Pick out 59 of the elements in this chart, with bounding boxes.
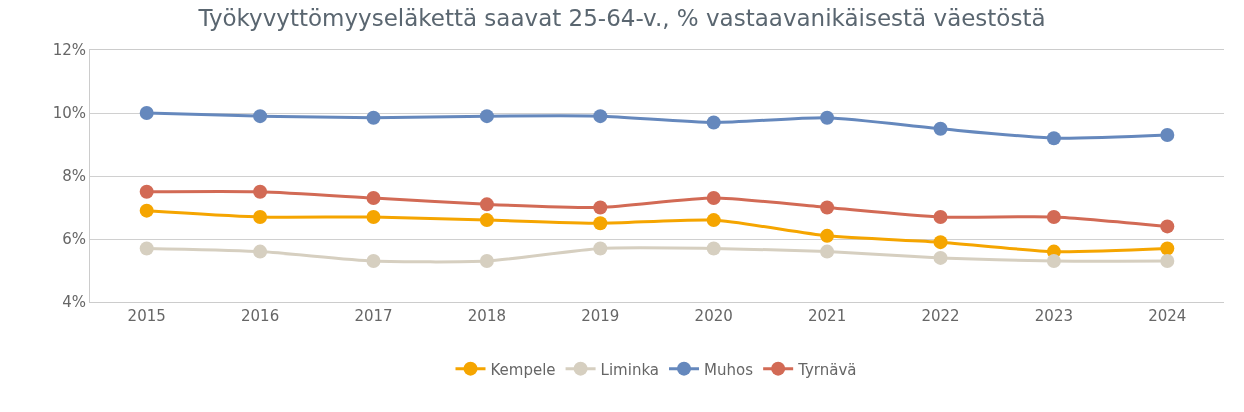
chart-title: Työkyvyttömyyseläkettä saavat 25-64-v., % vastaavanikäisestä väestöstä	[197, 5, 1046, 32]
point	[253, 184, 268, 199]
legend-label: Kempele	[490, 360, 556, 379]
point	[366, 254, 381, 269]
y-tick-label: 6%	[62, 230, 86, 249]
point	[820, 228, 835, 243]
x-tick-label: 2020	[694, 307, 733, 325]
legend-label: Tyrnävä	[797, 360, 857, 379]
point	[933, 209, 948, 224]
point	[479, 197, 494, 212]
point	[593, 216, 608, 231]
y-tick-label: 12%	[52, 41, 86, 60]
point	[933, 235, 948, 250]
point	[593, 241, 608, 256]
point	[1160, 241, 1175, 256]
point	[139, 106, 154, 120]
point	[820, 244, 835, 259]
legend-label: Muhos	[704, 360, 754, 379]
x-tick-label: 2016	[241, 307, 280, 325]
legend-label: Liminka	[600, 360, 660, 379]
point	[933, 250, 948, 265]
x-tick-label: 2017	[354, 307, 393, 325]
point	[706, 213, 721, 228]
point	[593, 200, 608, 215]
point	[479, 109, 494, 124]
point	[479, 213, 494, 228]
x-tick-label: 2023	[1034, 307, 1073, 325]
point	[253, 209, 268, 224]
point	[139, 203, 154, 218]
x-tick-label: 2021	[808, 307, 847, 325]
point	[706, 241, 721, 256]
point	[1046, 131, 1061, 146]
point	[366, 209, 381, 224]
point	[366, 110, 381, 125]
point	[1160, 219, 1175, 234]
point	[139, 241, 154, 256]
point	[820, 200, 835, 215]
point	[139, 184, 154, 199]
point	[253, 109, 268, 124]
x-tick-label: 2019	[581, 307, 620, 325]
point	[1160, 254, 1175, 269]
x-tick-label: 2015	[127, 307, 166, 325]
x-tick-label: 2022	[921, 307, 960, 325]
point	[366, 191, 381, 206]
point	[593, 109, 608, 124]
x-tick-label: 2024	[1148, 307, 1187, 325]
y-tick-label: 4%	[62, 293, 86, 312]
x-tick-label: 2018	[467, 307, 506, 325]
point	[933, 121, 948, 136]
point	[1160, 128, 1175, 143]
point	[706, 115, 721, 130]
point	[706, 191, 721, 206]
point	[1046, 209, 1061, 224]
y-tick-label: 8%	[62, 167, 86, 186]
point	[479, 254, 494, 269]
point	[1046, 254, 1061, 269]
y-tick-label: 10%	[52, 104, 86, 123]
point	[253, 244, 268, 259]
point	[820, 110, 835, 125]
